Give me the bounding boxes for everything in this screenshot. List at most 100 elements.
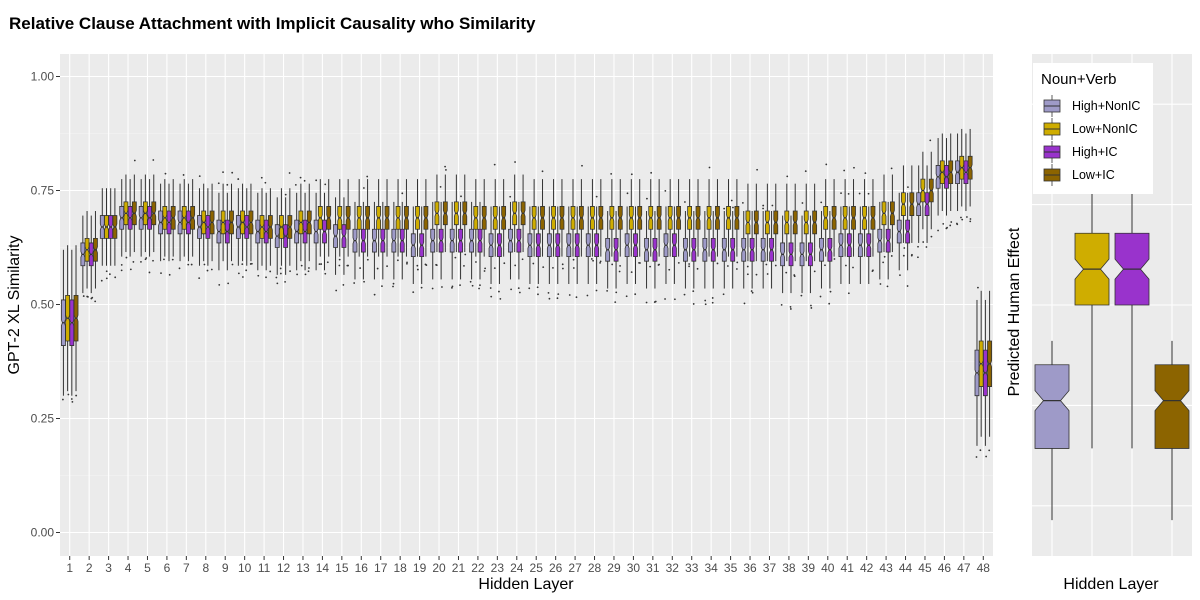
outlier-point <box>929 139 932 142</box>
outlier-point <box>618 270 621 273</box>
outlier-point <box>318 263 321 266</box>
outlier-point <box>646 197 648 200</box>
box-Low+IC-43 <box>889 174 895 253</box>
box-Low+IC-3 <box>112 188 118 266</box>
box-High+IC-17 <box>380 201 386 280</box>
outlier-point <box>164 172 167 175</box>
outlier-point <box>704 303 707 306</box>
outlier-point <box>105 270 108 273</box>
outlier-point <box>575 296 578 299</box>
outlier-point <box>392 285 394 288</box>
outlier-point <box>599 260 602 263</box>
x-tick-label: 47 <box>957 561 971 575</box>
box-Low+IC-16 <box>365 179 370 257</box>
box-High+NonIC-30 <box>624 206 630 284</box>
legend-title: Noun+Verb <box>1041 71 1116 88</box>
outlier-point <box>475 261 477 263</box>
outlier-point <box>299 176 302 179</box>
outlier-point <box>454 256 457 259</box>
box-Low+NonIC-29 <box>609 179 615 257</box>
legend-entries: High+NonIC Low+NonIC High+IC Low+IC <box>1043 95 1140 186</box>
outlier-point <box>324 183 327 186</box>
y-tick-label: 0.00 <box>31 526 55 540</box>
box-Low+NonIC-37 <box>764 183 770 262</box>
outlier-point <box>751 291 754 294</box>
box-Low+IC-35 <box>734 179 740 257</box>
outlier-point <box>949 224 952 227</box>
legend-label: High+IC <box>1072 145 1118 159</box>
outlier-point <box>528 287 531 290</box>
outlier-point <box>416 264 419 267</box>
box-High+IC-4 <box>127 179 133 257</box>
box-Low+IC-20 <box>442 174 448 253</box>
x-tick-label: 30 <box>627 561 641 575</box>
x-tick-label: 41 <box>841 561 855 575</box>
outlier-point <box>650 171 653 174</box>
side-box-High+IC <box>1114 137 1150 449</box>
outlier-point <box>460 195 462 198</box>
outlier-point <box>493 267 496 270</box>
x-tick-label: 8 <box>202 561 209 575</box>
side-box-High+NonIC <box>1034 340 1070 521</box>
box-High+IC-47 <box>963 133 969 212</box>
outlier-point <box>756 168 759 171</box>
box-High+NonIC-29 <box>605 211 611 289</box>
outlier-point <box>231 263 234 266</box>
outlier-point <box>363 280 365 283</box>
x-tick-label: 14 <box>316 561 330 575</box>
box-Low+IC-1 <box>73 245 79 392</box>
x-tick-label: 36 <box>743 561 757 575</box>
outlier-point <box>537 293 539 296</box>
box-High+NonIC-26 <box>546 206 552 284</box>
outlier-point <box>966 216 968 218</box>
box-Low+NonIC-6 <box>162 179 168 257</box>
outlier-point <box>843 169 846 172</box>
box-High+IC-43 <box>885 201 891 280</box>
outlier-point <box>401 192 404 195</box>
box-High+IC-18 <box>399 201 405 280</box>
side-box-Low+IC <box>1154 340 1190 521</box>
box-Low+NonIC-45 <box>920 151 926 230</box>
x-tick-label: 48 <box>977 561 991 575</box>
outlier-point <box>645 301 648 304</box>
outlier-point <box>541 170 544 173</box>
outlier-point <box>906 285 909 287</box>
outlier-point <box>499 297 502 300</box>
outlier-point <box>300 264 303 267</box>
box-High+NonIC-39 <box>799 215 805 294</box>
outlier-point <box>572 267 575 269</box>
box-High+NonIC-47 <box>955 133 960 212</box>
box-High+NonIC-4 <box>119 179 125 257</box>
outlier-point <box>902 254 905 257</box>
outlier-point <box>510 288 513 291</box>
outlier-point <box>303 179 306 182</box>
outlier-point <box>547 291 550 294</box>
box-Low+IC-32 <box>676 179 681 257</box>
box-High+IC-11 <box>263 192 269 271</box>
x-tick-label: 29 <box>607 561 621 575</box>
y-tick-label: 0.50 <box>31 298 55 312</box>
box-Low+NonIC-41 <box>842 179 848 257</box>
outlier-point <box>264 181 267 184</box>
outlier-point <box>284 193 287 196</box>
box-Low+IC-48 <box>987 290 992 437</box>
legend-label: Low+IC <box>1072 168 1115 182</box>
box-High+IC-22 <box>477 201 483 280</box>
outlier-point <box>338 264 341 267</box>
box-High+IC-21 <box>458 201 463 280</box>
outlier-point <box>307 270 310 273</box>
x-tick-label: 13 <box>296 561 310 575</box>
box-Low+NonIC-13 <box>298 183 304 262</box>
box-Low+NonIC-20 <box>434 174 440 253</box>
outlier-point <box>304 273 307 276</box>
outlier-point <box>716 262 719 265</box>
box-High+NonIC-18 <box>391 201 397 280</box>
outlier-point <box>86 295 89 298</box>
legend-entry-High+IC: High+IC <box>1043 141 1118 163</box>
outlier-point <box>276 282 279 285</box>
box-High+IC-25 <box>535 206 541 284</box>
outlier-point <box>445 169 447 171</box>
box-Low+NonIC-44 <box>901 165 906 243</box>
outlier-point <box>518 291 521 294</box>
box <box>1034 364 1070 449</box>
